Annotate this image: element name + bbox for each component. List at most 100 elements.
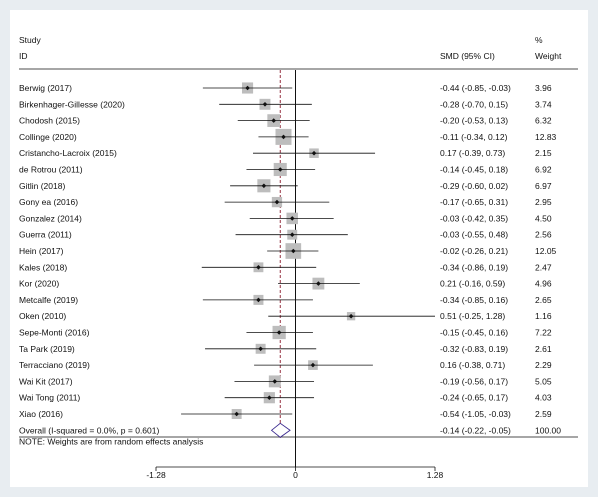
study-label: Terracciano (2019) <box>19 360 90 370</box>
study-label: Gonzalez (2014) <box>19 213 82 223</box>
study-weight-text: 2.56 <box>535 230 552 240</box>
study-weight-text: 6.32 <box>535 116 552 126</box>
point-estimate <box>316 281 321 286</box>
study-ci-text: -0.17 (-0.65, 0.31) <box>440 197 508 207</box>
study-label: Xiao (2016) <box>19 409 63 419</box>
point-estimate <box>289 216 295 221</box>
header-percent: % <box>535 35 543 45</box>
point-estimate <box>277 167 283 172</box>
study-ci-text: -0.11 (-0.34, 0.12) <box>440 132 508 142</box>
study-ci-text: -0.24 (-0.65, 0.17) <box>440 393 508 403</box>
x-tick-label: -1.28 <box>146 470 166 480</box>
x-tick-label: 0 <box>293 470 298 480</box>
forest-plot-panel: Study ID SMD (95% CI) % Weight Berwig (2… <box>10 10 588 487</box>
point-estimate <box>261 183 267 189</box>
study-ci-text: -0.32 (-0.83, 0.19) <box>440 344 508 354</box>
study-ci-text: -0.54 (-1.05, -0.03) <box>440 409 511 419</box>
study-ci-text: -0.44 (-0.85, -0.03) <box>440 83 511 93</box>
study-weight-text: 2.47 <box>535 262 552 272</box>
study-label: Cristancho-Lacroix (2015) <box>19 148 117 158</box>
point-estimate <box>310 362 316 368</box>
study-weight-text: 6.97 <box>535 181 552 191</box>
study-weight-text: 7.22 <box>535 328 552 338</box>
study-label: Collinge (2020) <box>19 132 77 142</box>
study-ci-text: -0.34 (-0.86, 0.19) <box>440 262 508 272</box>
study-weight-text: 12.05 <box>535 246 557 256</box>
study-ci-text: -0.20 (-0.53, 0.13) <box>440 116 508 126</box>
study-ci-text: -0.28 (-0.70, 0.15) <box>440 99 508 109</box>
overall-label: Overall (I-squared = 0.0%, p = 0.601) <box>19 425 159 435</box>
study-label: Chodosh (2015) <box>19 116 80 126</box>
study-weight-text: 2.59 <box>535 409 552 419</box>
study-label: Ta Park (2019) <box>19 344 75 354</box>
point-estimate <box>271 118 277 123</box>
point-estimate <box>274 199 280 205</box>
study-label: Gitlin (2018) <box>19 181 65 191</box>
x-tick-label: 1.28 <box>427 470 444 480</box>
header-id: ID <box>19 51 28 61</box>
study-label: Metcalfe (2019) <box>19 295 78 305</box>
study-label: Guerra (2011) <box>19 230 72 240</box>
overall-ci-text: -0.14 (-0.22, -0.05) <box>440 425 511 435</box>
study-weight-text: 2.29 <box>535 360 552 370</box>
study-ci-text: -0.34 (-0.85, 0.16) <box>440 295 508 305</box>
study-ci-text: -0.02 (-0.26, 0.21) <box>440 246 508 256</box>
study-ci-text: -0.14 (-0.45, 0.18) <box>440 165 508 175</box>
forest-plot: Study ID SMD (95% CI) % Weight Berwig (2… <box>19 35 578 480</box>
study-ci-text: 0.51 (-0.25, 1.28) <box>440 311 505 321</box>
study-ci-text: -0.15 (-0.45, 0.16) <box>440 328 508 338</box>
point-estimate <box>262 102 268 107</box>
study-label: Wai Kit (2017) <box>19 376 73 386</box>
study-weight-text: 4.50 <box>535 213 552 223</box>
point-estimate <box>256 265 261 270</box>
point-estimate <box>289 232 295 237</box>
study-weight-text: 4.96 <box>535 279 552 289</box>
header-effect: SMD (95% CI) <box>440 51 495 61</box>
study-label: Berwig (2017) <box>19 83 72 93</box>
point-estimate <box>256 297 261 303</box>
study-weight-text: 2.65 <box>535 295 552 305</box>
study-weight-text: 3.96 <box>535 83 552 93</box>
study-label: Kor (2020) <box>19 279 59 289</box>
point-estimate <box>272 379 278 384</box>
study-ci-text: -0.03 (-0.55, 0.48) <box>440 230 508 240</box>
study-ci-text: 0.17 (-0.39, 0.73) <box>440 148 505 158</box>
study-weight-text: 2.15 <box>535 148 552 158</box>
study-label: Wai Tong (2011) <box>19 393 80 403</box>
study-ci-text: -0.29 (-0.60, 0.02) <box>440 181 508 191</box>
overall-diamond <box>270 422 291 438</box>
overall-weight-text: 100.00 <box>535 425 561 435</box>
point-estimate <box>291 248 296 254</box>
study-weight-text: 4.03 <box>535 393 552 403</box>
study-label: Kales (2018) <box>19 262 67 272</box>
study-label: de Rotrou (2011) <box>19 165 83 175</box>
point-estimate <box>245 85 250 91</box>
weights-note: NOTE: Weights are from random effects an… <box>19 437 203 447</box>
study-weight-text: 5.05 <box>535 376 552 386</box>
study-weight-text: 2.61 <box>535 344 552 354</box>
study-weight-text: 1.16 <box>535 311 552 321</box>
study-label: Sepe-Monti (2016) <box>19 328 90 338</box>
study-ci-text: 0.16 (-0.38, 0.71) <box>440 360 505 370</box>
study-weight-text: 2.95 <box>535 197 552 207</box>
study-ci-text: -0.19 (-0.56, 0.17) <box>440 376 508 386</box>
point-estimate <box>267 395 272 400</box>
point-estimate <box>348 313 354 319</box>
study-ci-text: 0.21 (-0.16, 0.59) <box>440 279 505 289</box>
study-weight-text: 6.92 <box>535 165 552 175</box>
header-weight: Weight <box>535 51 562 61</box>
study-weight-text: 3.74 <box>535 99 552 109</box>
point-estimate <box>276 330 282 335</box>
study-label: Oken (2010) <box>19 311 66 321</box>
study-label: Hein (2017) <box>19 246 64 256</box>
point-estimate <box>258 346 263 352</box>
point-estimate <box>281 134 286 140</box>
study-weight-text: 12.83 <box>535 132 557 142</box>
study-label: Gony ea (2016) <box>19 197 78 207</box>
point-estimate <box>234 411 239 417</box>
point-estimate <box>311 150 317 156</box>
forest-marks: Berwig (2017) -0.44 (-0.85, -0.03) 3.96 Bir… <box>19 70 561 480</box>
header-study: Study <box>19 35 41 45</box>
study-ci-text: -0.03 (-0.42, 0.35) <box>440 213 508 223</box>
study-label: Birkenhager-Gillesse (2020) <box>19 99 125 109</box>
